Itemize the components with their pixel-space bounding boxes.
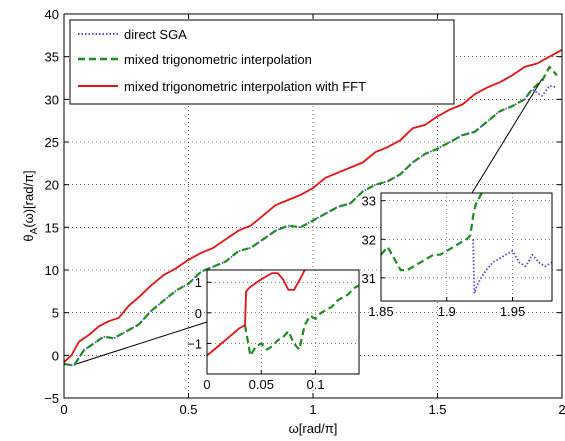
series-mixed-trig-fft <box>64 49 562 363</box>
x-tick-label: 1 <box>309 402 316 417</box>
y-axis-label-rest: (ω)[rad/π] <box>21 170 36 227</box>
legend-box <box>69 19 455 105</box>
inset-high-series-direct-sga <box>472 239 552 295</box>
series-lines <box>64 49 562 367</box>
legend: direct SGA mixed trigonometric interpola… <box>69 19 455 105</box>
inset-y-tick-label: 33 <box>362 194 376 209</box>
x-axis-label: ω[rad/π] <box>289 421 338 436</box>
inset-low-ticks: 0 0.05 0.1 −1 0 1 <box>187 275 324 392</box>
y-axis-label-sub: A <box>29 227 40 234</box>
y-tick-label: 15 <box>45 220 59 235</box>
inset-y-tick-label: 1 <box>195 275 202 290</box>
connector-low <box>76 321 208 365</box>
y-tick-label: 40 <box>45 7 59 22</box>
y-tick-label: 35 <box>45 50 59 65</box>
inset-x-tick-label: 0.05 <box>249 377 274 392</box>
inset-low-grid <box>207 270 359 374</box>
inset-y-tick-label: 32 <box>362 232 376 247</box>
inset-x-tick-label: 1.95 <box>500 304 525 319</box>
inset-x-tick-label: 1.9 <box>438 304 456 319</box>
inset-y-tick-label: −1 <box>187 336 202 351</box>
y-axis-label-main: θ <box>21 234 36 241</box>
y-axis-label: θA(ω)[rad/π] <box>21 170 40 241</box>
inset-low-series-mixed-trig <box>243 284 359 357</box>
inset-x-tick-label: 0.1 <box>307 377 325 392</box>
x-tick-label: 0 <box>60 402 67 417</box>
x-tick-label: 0.5 <box>179 402 197 417</box>
y-tick-label: −5 <box>44 391 59 406</box>
plot-frame <box>63 13 563 399</box>
inset-x-tick-label: 1.85 <box>368 304 393 319</box>
inset-y-tick-label: 31 <box>362 271 376 286</box>
inset-connectors <box>76 78 543 365</box>
y-tick-label: 25 <box>45 135 59 150</box>
inset-high: 1.85 1.9 1.95 31 32 33 <box>362 192 553 319</box>
legend-label-direct: direct SGA <box>124 27 187 42</box>
inset-high-series <box>381 193 552 295</box>
legend-label-fft: mixed trigonometric interpolation with F… <box>124 79 366 94</box>
x-tick-label: 1.5 <box>428 402 446 417</box>
inset-high-grid <box>381 193 552 301</box>
inset-low: 0 0.05 0.1 −1 0 1 <box>187 269 360 392</box>
inset-x-tick-label: 0 <box>203 377 210 392</box>
inset-high-series-mixed-trig <box>381 193 483 272</box>
inset-low-series <box>207 270 359 357</box>
inset-y-tick-label: 0 <box>195 306 202 321</box>
series-mixed-trig <box>64 65 558 367</box>
y-tick-label: 0 <box>52 348 59 363</box>
inset-low-series-mixed-trig-fft <box>207 270 309 357</box>
y-tick-label: 5 <box>52 306 59 321</box>
x-tick-label: 2 <box>558 402 565 417</box>
legend-label-mixed: mixed trigonometric interpolation <box>124 52 312 67</box>
y-tick-label: 30 <box>45 92 59 107</box>
connector-high <box>471 78 543 194</box>
y-tick-label: 20 <box>45 178 59 193</box>
inset-high-ticks: 1.85 1.9 1.95 31 32 33 <box>362 194 526 319</box>
y-tick-label: 10 <box>45 263 59 278</box>
